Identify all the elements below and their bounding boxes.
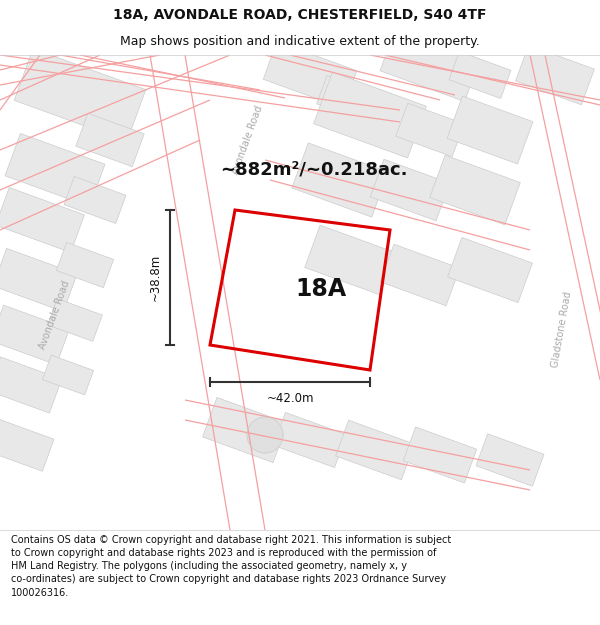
Polygon shape [292,143,388,217]
Text: 18A: 18A [296,277,347,301]
Polygon shape [274,412,347,468]
Polygon shape [203,398,287,462]
Polygon shape [476,434,544,486]
Text: Gladstone Road: Gladstone Road [550,291,574,369]
Polygon shape [56,242,113,288]
Text: 18A, AVONDALE ROAD, CHESTERFIELD, S40 4TF: 18A, AVONDALE ROAD, CHESTERFIELD, S40 4T… [113,8,487,22]
Polygon shape [380,29,480,101]
Polygon shape [314,72,427,158]
Polygon shape [64,176,126,224]
Polygon shape [47,299,103,341]
Polygon shape [447,96,533,164]
Polygon shape [449,51,511,99]
Text: Avondale Road: Avondale Road [38,279,72,351]
Polygon shape [0,357,62,413]
Polygon shape [317,76,383,124]
Polygon shape [370,159,450,221]
Text: ~38.8m: ~38.8m [149,254,162,301]
Text: Avondale Road: Avondale Road [231,104,265,176]
Polygon shape [430,155,520,225]
Polygon shape [5,134,105,206]
Text: ~42.0m: ~42.0m [266,392,314,405]
Polygon shape [0,248,77,312]
Polygon shape [448,238,532,302]
Polygon shape [247,417,283,453]
Polygon shape [0,419,54,471]
Polygon shape [76,113,144,167]
Text: ~882m²/~0.218ac.: ~882m²/~0.218ac. [220,161,407,179]
Polygon shape [43,355,94,395]
Polygon shape [380,244,460,306]
Polygon shape [305,225,395,295]
Polygon shape [0,188,85,253]
Polygon shape [14,49,146,141]
Polygon shape [515,45,595,105]
Polygon shape [263,42,357,108]
Text: Contains OS data © Crown copyright and database right 2021. This information is : Contains OS data © Crown copyright and d… [11,535,451,598]
Polygon shape [335,420,415,480]
Polygon shape [396,103,464,157]
Polygon shape [403,427,476,483]
Text: Map shows position and indicative extent of the property.: Map shows position and indicative extent… [120,35,480,48]
Polygon shape [0,305,70,365]
